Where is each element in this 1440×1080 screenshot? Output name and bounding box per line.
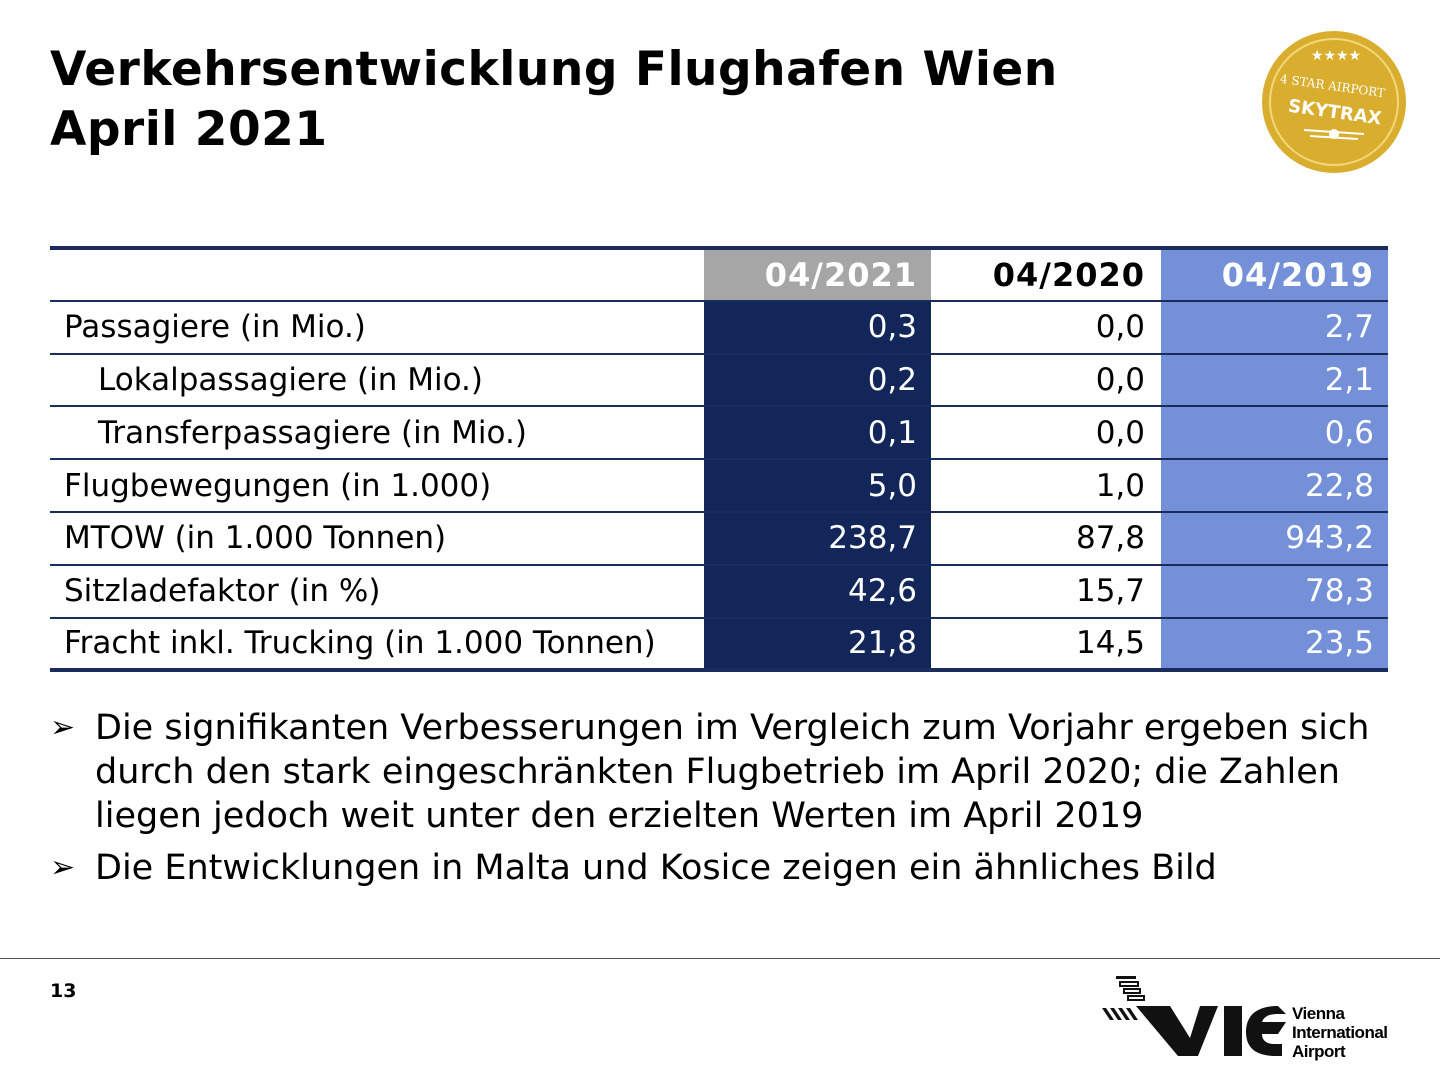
row-label: Passagiere (in Mio.) — [50, 300, 704, 355]
cell-2021: 0,2 — [704, 353, 933, 408]
cell-2021: 42,6 — [704, 564, 933, 619]
footer-divider — [0, 958, 1440, 959]
cell-2019: 22,8 — [1160, 459, 1388, 513]
cell-2020: 0,0 — [932, 353, 1161, 408]
title-line-1: Verkehrsentwicklung Flughafen Wien — [50, 42, 1058, 97]
row-label: Transferpassagiere (in Mio.) — [50, 406, 704, 461]
svg-text:★★★★: ★★★★ — [1311, 48, 1361, 64]
row-label: Sitzladefaktor (in %) — [50, 564, 704, 619]
bullet-item: ➢ Die signifikanten Verbesserungen im Ve… — [50, 706, 1380, 838]
row-label: MTOW (in 1.000 Tonnen) — [50, 511, 704, 566]
bullet-list: ➢ Die signifikanten Verbesserungen im Ve… — [50, 706, 1380, 898]
row-label: Lokalpassagiere (in Mio.) — [50, 353, 704, 408]
traffic-table: 04/2021 04/2020 04/2019 Passagiere (in M… — [50, 246, 1388, 673]
table-row: Lokalpassagiere (in Mio.) 0,2 0,0 2,1 — [50, 353, 1388, 408]
cell-2019: 2,1 — [1160, 353, 1388, 408]
title-line-2: April 2021 — [50, 102, 328, 157]
cell-2021: 238,7 — [704, 511, 933, 566]
cell-2019: 2,7 — [1160, 300, 1388, 355]
row-label: Flugbewegungen (in 1.000) — [50, 459, 704, 513]
logo-text-line: International — [1292, 1023, 1388, 1042]
cell-2019: 943,2 — [1160, 511, 1388, 566]
skytrax-badge-icon: ★★★★ 4 STAR AIRPORT SKYTRAX — [1262, 31, 1406, 173]
cell-2020: 0,0 — [932, 406, 1161, 461]
cell-2020: 87,8 — [932, 511, 1161, 566]
page-number: 13 — [50, 980, 77, 1002]
cell-2019: 23,5 — [1160, 617, 1388, 671]
arrow-bullet-icon: ➢ — [50, 850, 76, 885]
cell-2020: 14,5 — [932, 617, 1161, 671]
airport-name: Vienna International Airport — [1292, 1004, 1388, 1061]
cell-2020: 0,0 — [932, 300, 1161, 355]
cell-2021: 21,8 — [704, 617, 933, 671]
bullet-text: Die signifikanten Verbesserungen im Verg… — [95, 708, 1370, 836]
header-04-2019: 04/2019 — [1160, 248, 1388, 302]
logo-text-line: Airport — [1292, 1042, 1346, 1061]
table-row: Fracht inkl. Trucking (in 1.000 Tonnen) … — [50, 617, 1388, 671]
cell-2020: 15,7 — [932, 564, 1161, 619]
header-04-2020: 04/2020 — [932, 248, 1161, 302]
table-header-row: 04/2021 04/2020 04/2019 — [50, 248, 1388, 302]
arrow-bullet-icon: ➢ — [50, 710, 76, 745]
cell-2021: 0,1 — [704, 406, 933, 461]
bullet-item: ➢ Die Entwicklungen in Malta und Kosice … — [50, 846, 1380, 890]
cell-2021: 5,0 — [704, 459, 933, 513]
header-empty — [50, 248, 704, 302]
table-row: Passagiere (in Mio.) 0,3 0,0 2,7 — [50, 300, 1388, 355]
cell-2020: 1,0 — [932, 459, 1161, 513]
row-label: Fracht inkl. Trucking (in 1.000 Tonnen) — [64, 625, 656, 662]
table-row: Flugbewegungen (in 1.000) 5,0 1,0 22,8 — [50, 459, 1388, 513]
cell-2019: 78,3 — [1160, 564, 1388, 619]
bullet-text: Die Entwicklungen in Malta und Kosice ze… — [95, 848, 1217, 888]
table-row: Transferpassagiere (in Mio.) 0,1 0,0 0,6 — [50, 406, 1388, 461]
page-title: Verkehrsentwicklung Flughafen Wien April… — [50, 40, 1058, 160]
cell-2021: 0,3 — [704, 300, 933, 355]
table-row: Sitzladefaktor (in %) 42,6 15,7 78,3 — [50, 564, 1388, 619]
logo-text-line: Vienna — [1292, 1004, 1345, 1023]
vie-logo-icon — [1102, 976, 1286, 1056]
header-04-2021: 04/2021 — [704, 248, 933, 302]
cell-2019: 0,6 — [1160, 406, 1388, 461]
table-row: MTOW (in 1.000 Tonnen) 238,7 87,8 943,2 — [50, 511, 1388, 566]
